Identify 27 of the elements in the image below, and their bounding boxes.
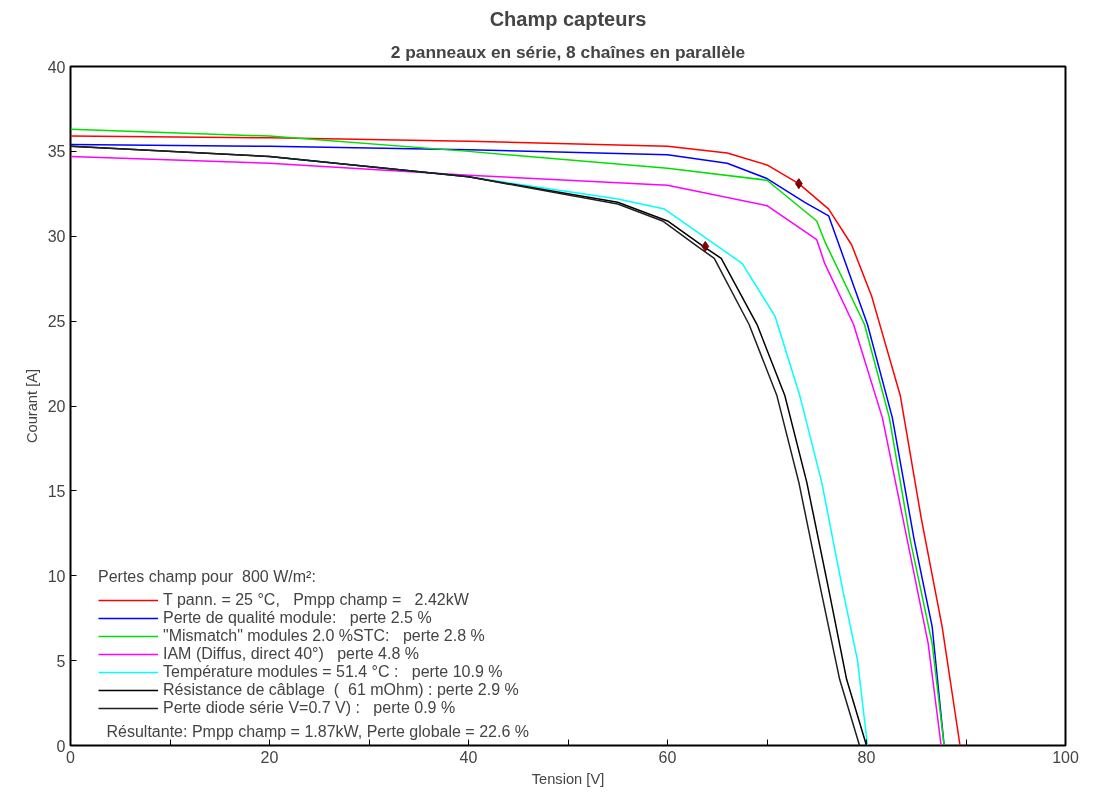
y-tick-label: 15 — [47, 482, 66, 500]
y-tick-label: 10 — [47, 567, 66, 585]
x-tick-label: 80 — [857, 748, 876, 766]
y-axis-title: Courant [A] — [23, 368, 40, 444]
legend-label: "Mismatch" modules 2.0 %STC: perte 2.8 % — [163, 627, 485, 645]
legend-label: Température modules = 51.4 °C : perte 10.9 % — [163, 663, 503, 681]
x-tick-label: 20 — [260, 748, 279, 766]
x-axis-title: Tension [V] — [531, 770, 605, 787]
x-tick-label: 60 — [658, 748, 677, 766]
legend-label: T pann. = 25 °C, Pmpp champ = 2.42kW — [163, 591, 469, 609]
x-tick-label: 100 — [1052, 748, 1079, 766]
y-tick-label: 0 — [56, 737, 66, 755]
annotation: Résultante: Pmpp champ = 1.87kW, Perte globale = 22.6 % — [106, 722, 529, 740]
legend-label: IAM (Diffus, direct 40°) perte 4.8 % — [163, 645, 419, 663]
y-tick-label: 5 — [56, 652, 66, 670]
chart-title: Champ capteurs — [489, 7, 647, 30]
legend-label: Perte diode série V=0.7 V) : perte 0.9 % — [163, 699, 456, 717]
legend-label: Perte de qualité module: perte 2.5 % — [163, 609, 432, 627]
legend-title: Pertes champ pour 800 W/m²: — [98, 568, 317, 586]
x-tick-label: 40 — [459, 748, 478, 766]
y-tick-label: 40 — [47, 58, 66, 76]
y-tick-label: 30 — [47, 228, 66, 246]
legend-label: Résistance de câblage ( 61 mOhm) : perte 2.9 % — [163, 681, 519, 699]
y-tick-label: 35 — [47, 143, 66, 161]
chart-subtitle: 2 panneaux en série, 8 chaînes en parallèle — [390, 41, 746, 62]
y-tick-label: 20 — [47, 398, 66, 415]
y-tick-label: 25 — [47, 313, 66, 331]
